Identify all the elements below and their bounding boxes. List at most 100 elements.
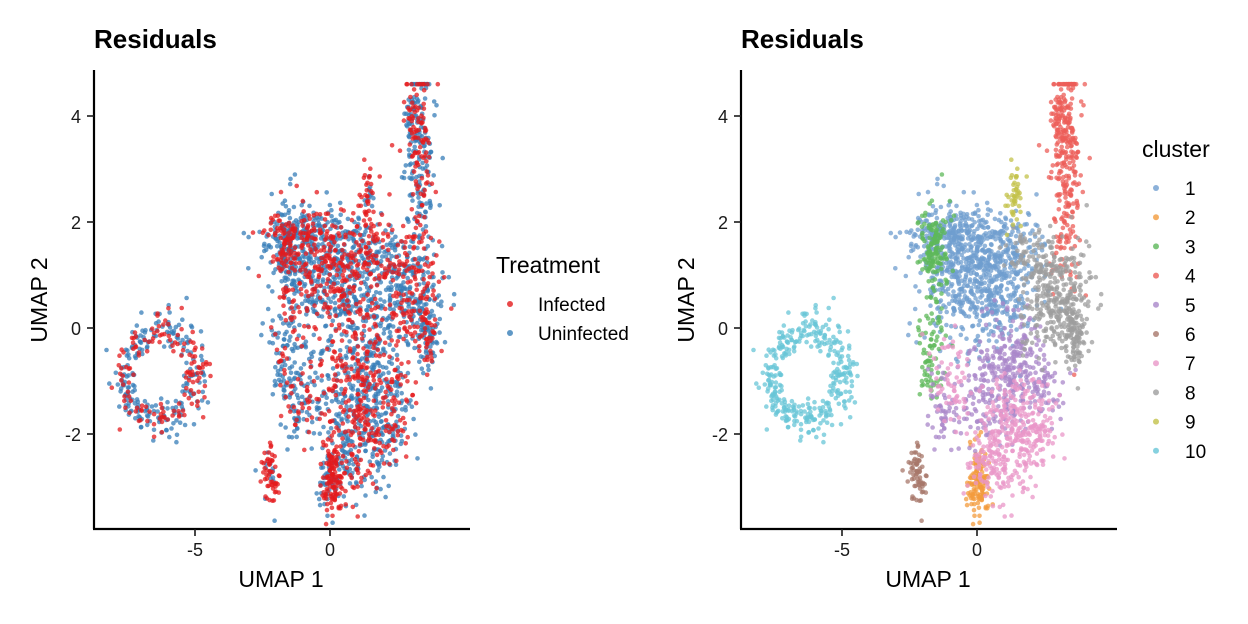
scatter-point: [274, 257, 280, 262]
scatter-point: [301, 362, 307, 367]
scatter-point: [327, 202, 333, 208]
scatter-point: [372, 321, 378, 327]
scatter-point: [961, 311, 967, 317]
scatter-point: [275, 481, 281, 487]
scatter-point: [318, 483, 323, 488]
scatter-point: [425, 357, 430, 363]
scatter-point: [360, 274, 365, 279]
scatter-point: [972, 488, 977, 494]
scatter-point: [925, 382, 930, 388]
scatter-point: [277, 358, 283, 364]
scatter-point: [897, 230, 903, 235]
scatter-point: [361, 346, 366, 351]
scatter-point: [295, 376, 301, 382]
scatter-point: [405, 379, 410, 384]
scatter-point: [1055, 161, 1061, 166]
scatter-point: [957, 273, 962, 279]
scatter-point: [366, 233, 372, 239]
scatter-point: [437, 316, 443, 322]
scatter-point: [380, 254, 385, 259]
scatter-point: [292, 360, 298, 365]
scatter-point: [272, 378, 278, 384]
scatter-point: [179, 305, 184, 311]
scatter-point: [962, 217, 968, 223]
scatter-point: [191, 391, 196, 397]
scatter-point: [126, 394, 132, 399]
scatter-point: [188, 323, 194, 329]
scatter-point: [166, 306, 171, 311]
scatter-point: [1005, 280, 1011, 286]
scatter-point: [120, 373, 126, 379]
scatter-point: [986, 338, 992, 343]
scatter-point: [371, 195, 376, 201]
scatter-point: [289, 391, 294, 396]
scatter-point: [1057, 81, 1062, 87]
scatter-point: [347, 317, 352, 323]
scatter-point: [374, 486, 379, 491]
scatter-point: [375, 304, 381, 310]
scatter-point: [399, 407, 405, 412]
scatter-point: [162, 331, 167, 337]
scatter-point: [309, 415, 315, 420]
scatter-point: [1080, 189, 1086, 195]
scatter-point: [381, 331, 387, 336]
scatter-point: [285, 447, 290, 452]
scatter-point: [409, 176, 414, 182]
scatter-point: [167, 337, 173, 343]
scatter-point: [329, 463, 335, 469]
scatter-point: [342, 306, 348, 312]
scatter-point: [342, 310, 348, 315]
scatter-point: [335, 421, 340, 427]
scatter-point: [301, 283, 307, 289]
scatter-point: [327, 272, 333, 278]
scatter-point: [1049, 169, 1054, 175]
scatter-point: [337, 304, 342, 309]
scatter-point: [347, 381, 352, 387]
scatter-point: [330, 388, 335, 394]
scatter-point: [330, 339, 336, 344]
scatter-point: [325, 276, 331, 282]
scatter-point: [300, 223, 305, 228]
scatter-point: [1000, 310, 1005, 315]
scatter-point: [403, 163, 409, 168]
scatter-point: [418, 264, 423, 269]
scatter-point: [188, 372, 193, 378]
scatter-point: [340, 453, 346, 459]
scatter-point: [975, 234, 981, 239]
scatter-point: [348, 385, 354, 391]
scatter-point: [328, 426, 334, 431]
scatter-point: [307, 299, 313, 305]
scatter-point: [364, 182, 369, 187]
scatter-point: [381, 231, 386, 236]
scatter-point: [961, 189, 967, 195]
scatter-point: [149, 326, 155, 332]
scatter-point: [394, 393, 400, 398]
scatter-point: [928, 294, 933, 300]
scatter-point: [399, 306, 405, 311]
scatter-point: [958, 219, 963, 224]
scatter-point: [432, 113, 437, 118]
scatter-point: [1087, 155, 1092, 161]
scatter-point: [425, 320, 430, 326]
scatter-point: [170, 331, 176, 336]
scatter-point: [364, 357, 370, 362]
scatter-point: [399, 390, 405, 396]
scatter-point: [333, 454, 339, 460]
scatter-point: [382, 299, 387, 304]
scatter-point: [325, 448, 331, 454]
scatter-point: [957, 269, 963, 275]
scatter-point: [976, 239, 981, 244]
scatter-point: [265, 483, 270, 489]
scatter-point: [270, 340, 276, 346]
scatter-point: [273, 236, 279, 241]
scatter-point: [337, 467, 342, 472]
scatter-point: [299, 394, 305, 400]
scatter-point: [402, 169, 407, 175]
scatter-point: [927, 321, 933, 326]
scatter-point: [971, 270, 977, 276]
scatter-point: [299, 344, 305, 349]
scatter-point: [960, 246, 965, 252]
scatter-point: [420, 160, 425, 166]
scatter-point: [413, 267, 419, 273]
scatter-point: [962, 293, 968, 299]
